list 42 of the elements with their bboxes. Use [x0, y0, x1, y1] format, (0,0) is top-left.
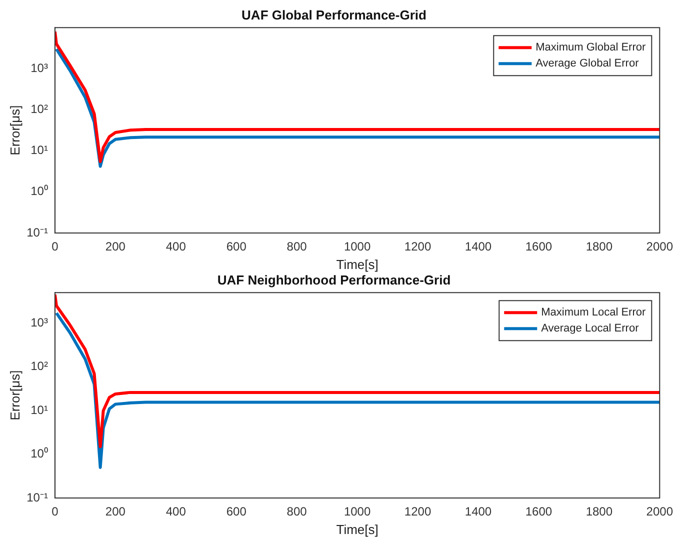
- x-tick-label: 400: [166, 504, 186, 519]
- y-tick-label: 10²: [30, 359, 48, 374]
- x-tick-label: 1200: [404, 504, 432, 519]
- legend-label: Average Local Error: [541, 322, 640, 335]
- x-axis-title: Time[s]: [336, 522, 378, 537]
- x-tick-label: 2000: [646, 504, 674, 519]
- x-tick-label: 1200: [404, 240, 432, 254]
- x-tick-label: 400: [166, 240, 186, 254]
- y-tick-label: 10⁰: [30, 184, 48, 198]
- y-tick-label: 10⁻¹: [26, 490, 48, 504]
- x-tick-label: 1400: [464, 504, 492, 519]
- x-tick-label: 0: [52, 240, 59, 254]
- x-tick-label: 200: [105, 504, 126, 519]
- x-tick-label: 1400: [464, 240, 492, 254]
- y-tick-label: 10⁻¹: [26, 225, 48, 240]
- y-tick-label: 10³: [30, 60, 48, 75]
- x-tick-label: 1000: [344, 504, 371, 519]
- y-axis-title: Error[μs]: [7, 370, 22, 420]
- x-tick-label: 1000: [344, 240, 371, 254]
- x-tick-label: 0: [52, 504, 59, 519]
- chart-title: UAF Neighborhood Performance-Grid: [217, 272, 451, 288]
- legend-label: Maximum Local Error: [541, 306, 646, 319]
- x-tick-label: 1600: [525, 240, 552, 254]
- chart-title: UAF Global Performance-Grid: [242, 7, 427, 22]
- x-tick-label: 200: [105, 240, 126, 254]
- y-axis-title: Error[μs]: [7, 105, 22, 156]
- y-tick-label: 10³: [30, 315, 48, 330]
- y-tick-label: 10²: [30, 102, 48, 116]
- y-tick-label: 10¹: [30, 143, 48, 158]
- x-tick-label: 800: [286, 240, 308, 254]
- legend-label: Maximum Global Error: [536, 42, 646, 54]
- y-tick-label: 10⁰: [30, 446, 48, 461]
- legend-label: Average Global Error: [536, 58, 640, 70]
- x-tick-label: 800: [286, 504, 308, 519]
- x-tick-label: 1600: [525, 504, 552, 519]
- x-tick-label: 2000: [646, 240, 674, 254]
- x-tick-label: 1800: [586, 240, 613, 254]
- x-axis-title: Time[s]: [336, 256, 378, 272]
- x-tick-label: 1800: [586, 504, 613, 519]
- y-tick-label: 10¹: [30, 402, 48, 417]
- x-tick-label: 600: [226, 240, 247, 254]
- x-tick-label: 600: [226, 504, 247, 519]
